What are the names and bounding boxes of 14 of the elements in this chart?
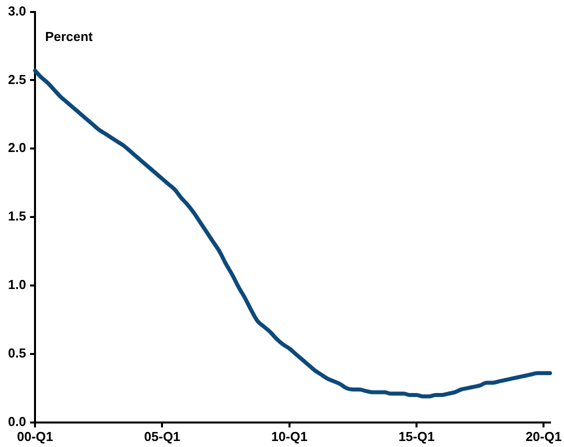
y-tick-label: 1.5 [8,208,26,224]
x-tick-label: 05-Q1 [144,428,180,444]
x-tick-label: 20-Q1 [526,428,562,444]
y-tick-label: 0.0 [8,414,26,429]
line-series [33,68,552,398]
y-tick-label: 0.5 [8,346,26,361]
y-tick-label: 2.0 [8,140,26,156]
x-tick-label: 00-Q1 [17,428,54,444]
x-tick-label: 10-Q1 [271,428,308,444]
x-tick-label: 15-Q1 [398,428,435,444]
y-tick-label: 1.0 [8,277,26,292]
y-tick-label: 3.0 [8,3,26,18]
y-tick-label: 2.5 [8,72,26,87]
y-axis-title: Percent [45,28,94,44]
